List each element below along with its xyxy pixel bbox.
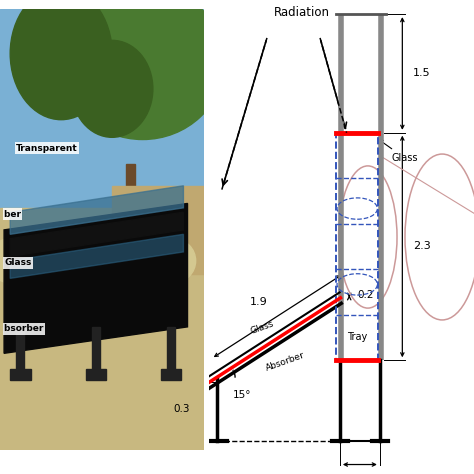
Text: 0.3: 0.3	[173, 404, 190, 414]
Bar	[336, 133, 378, 360]
Bar	[112, 186, 204, 274]
Text: Glass: Glass	[249, 319, 274, 336]
Text: Absorber: Absorber	[265, 351, 306, 373]
Bar	[0, 9, 204, 208]
Bar	[0, 208, 204, 450]
Bar	[10, 369, 31, 380]
Bar	[167, 327, 175, 371]
Polygon shape	[10, 234, 183, 278]
Text: 1.9: 1.9	[250, 297, 268, 307]
Text: Glass: Glass	[4, 258, 31, 267]
Ellipse shape	[61, 0, 224, 139]
Bar	[16, 327, 25, 371]
Bar	[86, 369, 106, 380]
Ellipse shape	[69, 239, 114, 283]
Ellipse shape	[71, 40, 153, 137]
Text: Tray: Tray	[347, 331, 367, 342]
Text: 1.5: 1.5	[413, 68, 430, 79]
Text: Transparent: Transparent	[16, 144, 78, 153]
Polygon shape	[10, 186, 183, 234]
Polygon shape	[4, 203, 188, 353]
Text: Radiation: Radiation	[273, 6, 329, 19]
Text: ​ber: ​ber	[4, 210, 21, 219]
Text: Glass: Glass	[379, 140, 418, 163]
Bar	[127, 164, 135, 208]
Ellipse shape	[28, 239, 73, 283]
Ellipse shape	[151, 239, 196, 283]
Bar	[161, 369, 182, 380]
Ellipse shape	[110, 239, 155, 283]
Polygon shape	[10, 212, 183, 256]
Ellipse shape	[0, 239, 33, 283]
Text: ​bsorber: ​bsorber	[4, 324, 44, 333]
Text: 15°: 15°	[232, 390, 251, 400]
Bar	[91, 327, 100, 371]
Text: 0.2: 0.2	[357, 290, 374, 300]
Ellipse shape	[10, 0, 112, 119]
Text: 2.3: 2.3	[413, 241, 431, 252]
